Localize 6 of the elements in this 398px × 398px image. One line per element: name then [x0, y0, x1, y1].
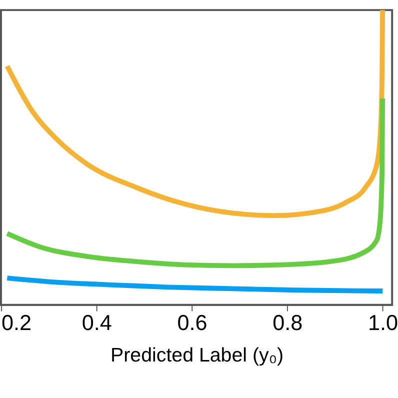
- x-axis-title: Predicted Label (y₀): [110, 344, 284, 366]
- x-tick-label: 0.2: [1, 310, 32, 335]
- x-tick-label: 0.6: [177, 310, 208, 335]
- x-tick-label: 0.4: [82, 310, 112, 335]
- x-tick-label: 1.0: [368, 310, 398, 335]
- x-tick-label: 0.8: [272, 310, 303, 335]
